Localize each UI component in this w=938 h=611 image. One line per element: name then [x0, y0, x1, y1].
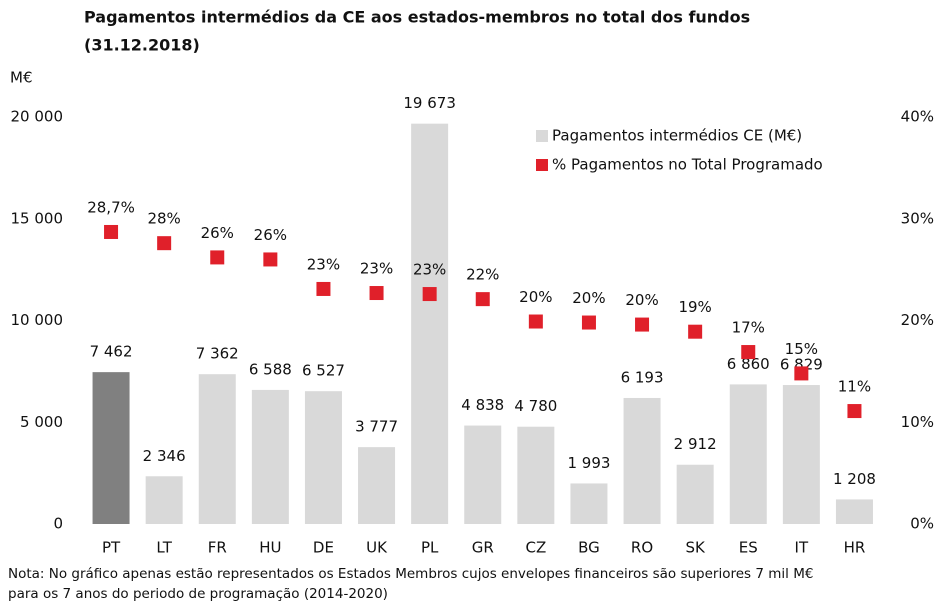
bar-value-label: 7 462 [90, 343, 133, 361]
marker [847, 404, 862, 419]
marker [369, 286, 384, 301]
bar-value-label: 7 362 [196, 345, 239, 363]
chart-subtitle: (31.12.2018) [84, 36, 200, 55]
bar-value-label: 2 346 [143, 447, 186, 465]
x-tick-label: SK [685, 539, 706, 557]
bar-value-label: 3 777 [355, 418, 398, 436]
marker-value-label: 23% [360, 260, 393, 278]
x-tick-label: HU [259, 539, 281, 557]
bar [570, 483, 608, 524]
x-tick-label: DE [313, 539, 334, 557]
bar [676, 464, 714, 524]
x-tick-label: LT [156, 539, 172, 557]
marker-value-label: 20% [519, 288, 552, 306]
y-tick-label: 20 000 [11, 108, 64, 126]
y2-tick-label: 0% [910, 515, 934, 533]
marker [104, 224, 119, 239]
bar [464, 425, 502, 524]
marker [210, 250, 225, 265]
marker-value-label: 26% [201, 224, 234, 242]
marker [528, 314, 543, 329]
bar [251, 389, 289, 524]
x-tick-label: RO [631, 539, 653, 557]
y-axis-label: M€ [10, 69, 33, 87]
marker-value-label: 19% [678, 298, 711, 316]
chart-title: Pagamentos intermédios da CE aos estados… [84, 8, 750, 27]
y-tick-label: 15 000 [11, 209, 64, 227]
bar [304, 391, 342, 524]
marker [316, 281, 331, 296]
x-tick-label: HR [844, 539, 866, 557]
marker-value-label: 20% [625, 291, 658, 309]
bar [835, 499, 873, 524]
marker [475, 292, 490, 307]
y2-tick-label: 40% [901, 108, 934, 126]
legend-swatch [536, 159, 548, 171]
legend-label: % Pagamentos no Total Programado [552, 156, 823, 174]
x-tick-label: PT [102, 539, 121, 557]
bar [145, 476, 183, 524]
x-tick-label: CZ [525, 539, 546, 557]
bar [358, 447, 396, 524]
bar [92, 372, 130, 524]
bar-value-label: 6 527 [302, 362, 345, 380]
x-tick-label: IT [795, 539, 809, 557]
y-tick-label: 10 000 [11, 311, 64, 329]
marker-value-label: 22% [466, 266, 499, 284]
marker-value-label: 23% [413, 261, 446, 279]
marker-value-label: 28,7% [87, 198, 135, 216]
marker [263, 252, 278, 267]
bar [517, 426, 555, 524]
marker-value-label: 20% [572, 289, 605, 307]
bar-value-label: 6 588 [249, 360, 292, 378]
x-tick-label: BG [578, 539, 600, 557]
bar [623, 397, 661, 524]
marker-value-label: 26% [254, 226, 287, 244]
x-tick-label: GR [472, 539, 494, 557]
marker-value-label: 17% [732, 319, 765, 337]
marker [794, 366, 809, 381]
marker-value-label: 15% [785, 340, 818, 358]
marker [581, 315, 596, 330]
y2-tick-label: 30% [901, 209, 934, 227]
bar [411, 123, 449, 524]
bar-value-label: 4 838 [461, 396, 504, 414]
x-tick-label: ES [739, 539, 758, 557]
bar-value-label: 2 912 [674, 435, 717, 453]
marker [157, 236, 172, 251]
bar-value-label: 6 829 [780, 356, 823, 374]
bar [782, 385, 820, 524]
bar-value-label: 19 673 [403, 94, 456, 112]
x-tick-label: UK [366, 539, 388, 557]
bar-value-label: 4 780 [514, 397, 557, 415]
bar-value-label: 1 208 [833, 470, 876, 488]
note: Nota: No gráfico apenas estão representa… [8, 566, 813, 582]
marker [741, 345, 756, 360]
y-tick-label: 5 000 [20, 413, 63, 431]
bar-value-label: 6 860 [727, 355, 770, 373]
marker [422, 287, 437, 302]
bar-value-label: 6 193 [621, 368, 664, 386]
y-tick-label: 0 [53, 515, 63, 533]
marker [688, 324, 703, 339]
legend-swatch [536, 130, 548, 142]
y2-tick-label: 20% [901, 311, 934, 329]
marker-value-label: 23% [307, 255, 340, 273]
x-tick-label: PL [421, 539, 439, 557]
note: para os 7 anos do periodo de programação… [8, 586, 388, 602]
marker-value-label: 28% [147, 210, 180, 228]
bar [729, 384, 767, 524]
y2-tick-label: 10% [901, 413, 934, 431]
bar [198, 374, 236, 524]
legend-label: Pagamentos intermédios CE (M€) [552, 127, 802, 145]
marker-value-label: 11% [838, 378, 871, 396]
marker [635, 317, 650, 332]
x-tick-label: FR [208, 539, 227, 557]
bar-value-label: 1 993 [567, 454, 610, 472]
